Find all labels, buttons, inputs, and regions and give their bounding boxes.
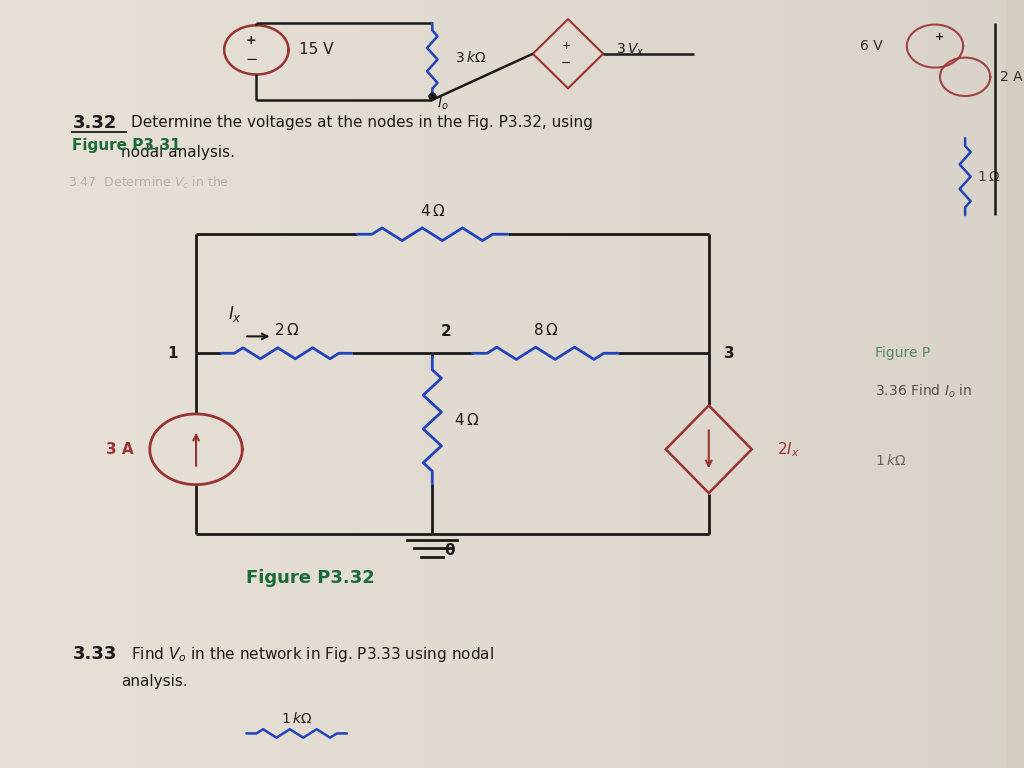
Text: $1\,k\Omega$: $1\,k\Omega$ — [874, 453, 906, 468]
Text: +: + — [561, 41, 570, 51]
Text: Figure P3.32: Figure P3.32 — [247, 568, 375, 587]
Text: nodal analysis.: nodal analysis. — [121, 144, 234, 160]
Text: Figure P3.31: Figure P3.31 — [73, 138, 181, 154]
Text: Find $V_o$ in the network in Fig. P3.33 using nodal: Find $V_o$ in the network in Fig. P3.33 … — [131, 645, 494, 664]
Text: 3.32: 3.32 — [73, 114, 117, 132]
Text: $4\,\Omega$: $4\,\Omega$ — [455, 412, 479, 429]
Text: 2 A: 2 A — [1000, 70, 1023, 84]
Text: $3\,V_x$: $3\,V_x$ — [616, 41, 645, 58]
Text: Determine the voltages at the nodes in the Fig. P3.32, using: Determine the voltages at the nodes in t… — [131, 115, 593, 131]
Text: $1\,k\Omega$: $1\,k\Omega$ — [281, 711, 312, 727]
Text: 3 A: 3 A — [106, 442, 134, 457]
Text: 3.33: 3.33 — [73, 645, 117, 664]
Text: 3: 3 — [724, 346, 734, 361]
Text: $3\,k\Omega$: $3\,k\Omega$ — [456, 50, 486, 65]
Text: $I_x$: $I_x$ — [228, 304, 242, 324]
Text: −: − — [245, 51, 258, 67]
Text: $4\,\Omega$: $4\,\Omega$ — [420, 203, 445, 219]
Text: $I_o$: $I_o$ — [436, 96, 449, 112]
Text: 0: 0 — [444, 543, 455, 558]
Text: Figure P: Figure P — [874, 346, 930, 360]
Text: $2I_x$: $2I_x$ — [777, 440, 800, 458]
Text: 15 V: 15 V — [299, 42, 333, 58]
Text: $8\,\Omega$: $8\,\Omega$ — [532, 322, 558, 338]
Text: 6 V: 6 V — [860, 39, 883, 53]
Text: 3.36 Find $I_o$ in: 3.36 Find $I_o$ in — [874, 383, 972, 400]
Text: 3.47  Determine $V_c$ in the: 3.47 Determine $V_c$ in the — [69, 175, 229, 190]
Text: analysis.: analysis. — [121, 674, 187, 690]
Text: $2\,\Omega$: $2\,\Omega$ — [273, 322, 299, 338]
Text: +: + — [246, 35, 257, 47]
Text: −: − — [561, 57, 571, 69]
Text: 2: 2 — [440, 324, 452, 339]
Text: 1: 1 — [168, 346, 178, 361]
Text: $1\,\Omega$: $1\,\Omega$ — [977, 170, 1000, 184]
Text: +: + — [935, 31, 944, 42]
